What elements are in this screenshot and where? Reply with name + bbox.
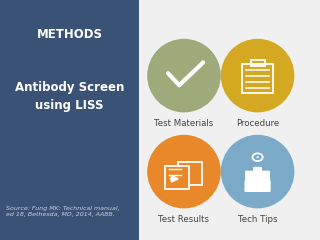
FancyBboxPatch shape [165, 166, 189, 189]
FancyBboxPatch shape [244, 180, 271, 192]
Ellipse shape [147, 135, 221, 208]
Text: Antibody Screen
using LISS: Antibody Screen using LISS [15, 80, 124, 112]
Text: METHODS: METHODS [36, 28, 103, 41]
Circle shape [256, 156, 259, 158]
Bar [139, 0, 320, 240]
FancyBboxPatch shape [245, 171, 254, 183]
Ellipse shape [221, 39, 294, 112]
Ellipse shape [221, 135, 294, 208]
FancyBboxPatch shape [261, 171, 270, 183]
FancyBboxPatch shape [253, 167, 262, 183]
Text: Tech Tips: Tech Tips [238, 215, 277, 224]
Text: Test Materials: Test Materials [154, 119, 214, 128]
Bar [0, 0, 139, 240]
FancyBboxPatch shape [178, 162, 202, 185]
Text: Procedure: Procedure [236, 119, 279, 128]
Ellipse shape [147, 39, 221, 112]
Text: Test Results: Test Results [158, 215, 210, 224]
Text: Source: Fung MK: Technical manual,
ed 18, Bethesda, MD, 2014, AABB.: Source: Fung MK: Technical manual, ed 18… [6, 206, 120, 216]
